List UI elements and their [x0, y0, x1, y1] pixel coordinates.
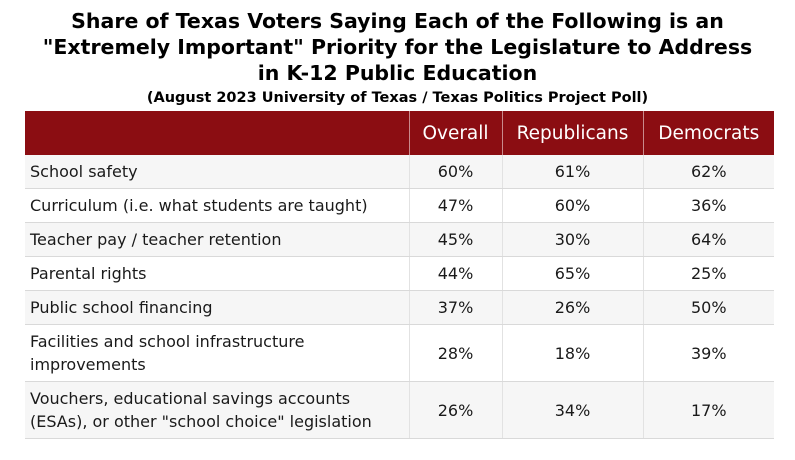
table-row: Public school financing 37% 26% 50% — [25, 290, 774, 325]
row-democrats-value: 36% — [643, 188, 774, 223]
row-issue-label: Facilities and school infrastructure imp… — [25, 324, 410, 382]
chart-subtitle: (August 2023 University of Texas / Texas… — [146, 90, 649, 106]
table-row: Teacher pay / teacher retention 45% 30% 64% — [25, 222, 774, 257]
row-overall-value: 37% — [409, 290, 503, 325]
table-row: Facilities and school infrastructure imp… — [25, 324, 774, 382]
row-issue-label: School safety — [25, 155, 410, 189]
row-democrats-value: 17% — [643, 381, 774, 439]
table-row: Curriculum (i.e. what students are taugh… — [25, 188, 774, 223]
chart-title-line: in K-12 Public Education — [257, 61, 538, 85]
row-republicans-value: 26% — [502, 290, 644, 325]
table-row: School safety 60% 61% 62% — [25, 155, 774, 189]
header-row: Overall Republicans Democrats — [25, 111, 774, 155]
row-overall-value: 45% — [409, 222, 503, 257]
header-republicans: Republicans — [502, 111, 644, 155]
row-republicans-value: 61% — [502, 155, 644, 189]
row-republicans-value: 60% — [502, 188, 644, 223]
row-overall-value: 60% — [409, 155, 503, 189]
row-issue-label: Curriculum (i.e. what students are taugh… — [25, 188, 410, 223]
chart-title-line: "Extremely Important" Priority for the L… — [42, 35, 753, 59]
title-block: Share of Texas Voters Saying Each of the… — [0, 8, 795, 107]
chart-title-line: Share of Texas Voters Saying Each of the… — [71, 9, 724, 33]
row-republicans-value: 18% — [502, 324, 644, 382]
row-overall-value: 47% — [409, 188, 503, 223]
table-row: Vouchers, educational savings accounts (… — [25, 381, 774, 439]
row-republicans-value: 34% — [502, 381, 644, 439]
row-overall-value: 44% — [409, 256, 503, 291]
row-republicans-value: 30% — [502, 222, 644, 257]
row-democrats-value: 50% — [643, 290, 774, 325]
row-issue-label: Public school financing — [25, 290, 410, 325]
table-body: School safety 60% 61% 62% Curriculum (i.e. w… — [25, 155, 774, 439]
row-overall-value: 28% — [409, 324, 503, 382]
row-issue-label: Parental rights — [25, 256, 410, 291]
table-row: Parental rights 44% 65% 25% — [25, 256, 774, 291]
row-republicans-value: 65% — [502, 256, 644, 291]
row-overall-value: 26% — [409, 381, 503, 439]
row-democrats-value: 64% — [643, 222, 774, 257]
row-issue-label: Vouchers, educational savings accounts (… — [25, 381, 410, 439]
poll-table: Overall Republicans Democrats School saf… — [25, 111, 774, 439]
header-overall: Overall — [409, 111, 503, 155]
row-democrats-value: 39% — [643, 324, 774, 382]
row-issue-label: Teacher pay / teacher retention — [25, 222, 410, 257]
chart-title: Share of Texas Voters Saying Each of the… — [0, 8, 795, 86]
row-democrats-value: 25% — [643, 256, 774, 291]
header-issue — [25, 111, 410, 155]
row-democrats-value: 62% — [643, 155, 774, 189]
header-democrats: Democrats — [643, 111, 774, 155]
